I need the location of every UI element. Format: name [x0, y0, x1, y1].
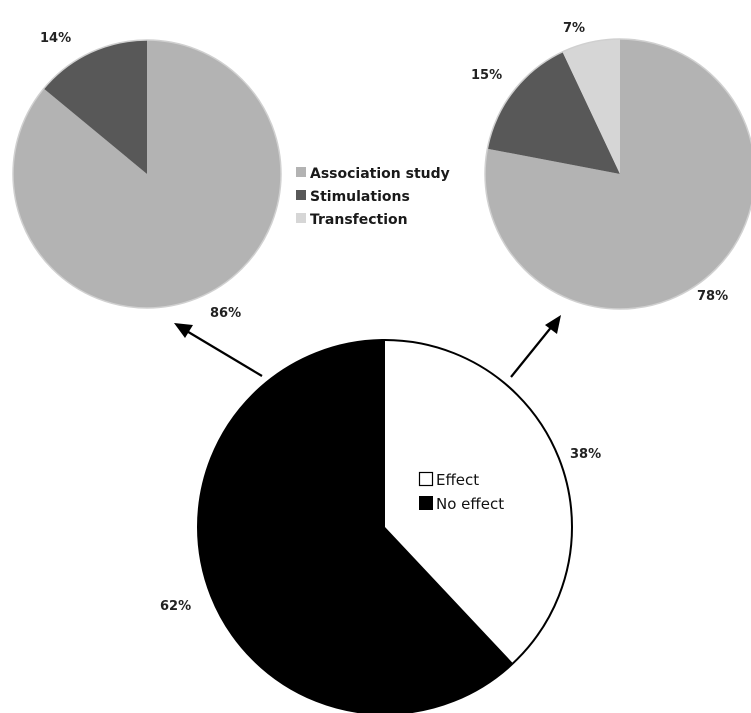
legend-swatch-association: [296, 167, 306, 177]
pie-chart-top-left: [12, 39, 282, 309]
pie-top-right-outline: [484, 38, 751, 310]
pie-chart-top-right: [484, 38, 751, 310]
pie-top-right-slice-stimulations: [487, 51, 620, 175]
pie-top-left-label-association: 86%: [210, 306, 241, 321]
pie-bottom-outline: [197, 339, 573, 713]
legend-top: Association study Stimulations Transfect…: [296, 166, 450, 228]
pie-top-right-label-association: 78%: [697, 289, 728, 304]
pie-bottom-label-effect: 38%: [570, 447, 601, 462]
pie-top-left-slice-stimulations: [43, 40, 148, 174]
legend-swatch-no-effect: [419, 496, 433, 510]
pie-bottom-label-no-effect: 62%: [160, 599, 191, 614]
pie-top-right-label-transfection: 7%: [563, 21, 585, 36]
pie-top-left-outline: [12, 39, 282, 309]
pie-chart-bottom: [197, 339, 573, 713]
legend-label-no-effect: No effect: [436, 495, 504, 513]
arrow-to-top-right: [510, 315, 561, 378]
pie-bottom-slice-effect: [385, 340, 573, 664]
legend-swatch-effect: [418, 471, 434, 487]
arrow-to-top-left: [174, 323, 263, 377]
legend-label-effect: Effect: [436, 471, 479, 489]
pie-top-right-slice-transfection: [562, 39, 620, 174]
legend-label-transfection: Transfection: [310, 212, 408, 228]
legend-bottom: Effect No effect: [418, 471, 504, 513]
pie-top-right-slice-association-study: [485, 39, 751, 309]
pie-top-left-label-stimulations: 14%: [40, 31, 71, 46]
legend-swatch-transfection: [296, 213, 306, 223]
pie-bottom-slice-no-effect: [198, 340, 514, 713]
legend-label-association: Association study: [310, 166, 450, 182]
legend-label-stimulations: Stimulations: [310, 189, 410, 205]
pie-top-left-slice-association-study: [12, 40, 281, 308]
legend-swatch-stimulations: [296, 190, 306, 200]
pie-top-right-label-stimulations: 15%: [471, 68, 502, 83]
